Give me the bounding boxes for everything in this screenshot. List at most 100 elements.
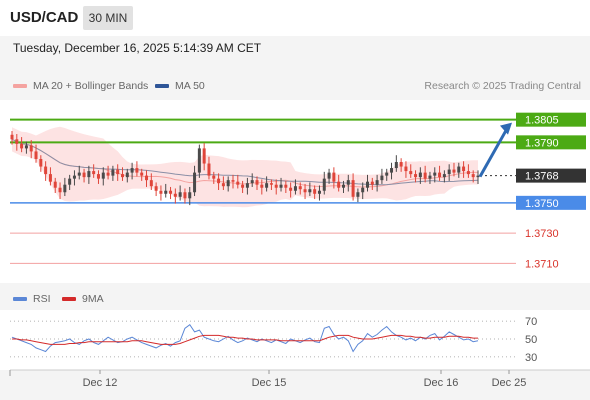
candle-body [370,181,374,185]
datetime-label: Tuesday, December 16, 2025 5:14:39 AM CE… [13,41,262,55]
candle-body [44,166,48,175]
x-tick-label: Dec 15 [252,377,287,389]
candle-body [77,172,81,176]
support-label: 1.3710 [525,258,559,270]
x-tick-label: Dec 12 [83,377,118,389]
candle-body [385,172,389,176]
candle-body [255,180,259,185]
current-price-label: 1.3768 [525,171,559,183]
candle-body [438,172,442,178]
candle-body [332,172,336,182]
candle-body [72,175,76,179]
candle-body [284,184,288,188]
x-tick-label: Dec 25 [492,377,527,389]
legend-ma20-label: MA 20 + Bollinger Bands [33,80,149,92]
candle-body [414,174,418,178]
candle-body [58,187,62,193]
candle-body [202,148,206,164]
copyright-text: Research © 2025 Trading Central [424,80,581,92]
candle-body [423,172,427,179]
candle-body [399,162,403,167]
candle-body [394,162,398,169]
candle-body [289,187,293,191]
timeframe-button[interactable]: 30 MIN [83,6,133,30]
forecast-arrow-head [500,122,512,135]
ma50-line [11,138,479,186]
candle-body [447,169,451,175]
candle-body [375,180,379,185]
candle-body [279,184,283,188]
ma20-swatch [13,84,27,89]
legend-ma50-label: MA 50 [175,80,205,92]
candle-body [188,192,192,199]
candle-body [169,190,173,194]
candle-body [380,175,384,181]
candle-body [116,169,120,175]
candle-body [317,190,321,194]
candle-body [361,187,365,193]
candle-body [341,184,345,188]
legend-rsi: RSI [13,293,51,305]
rsi-tick-label: 30 [525,352,537,364]
candle-body [111,169,115,176]
ma50-swatch [155,84,169,89]
current-price-tag [516,168,586,183]
candle-body [308,189,312,193]
candle-body [92,171,96,175]
candle-body [149,180,153,187]
candle-body [241,184,245,188]
candle-body [140,172,144,176]
candle-body [154,186,158,191]
header-bar: USD/CAD 30 MIN [0,0,590,36]
candle-body [29,145,33,152]
candle-body [356,192,360,197]
candle-body [260,184,264,188]
resistance-tag [516,135,586,150]
candle-body [183,192,187,199]
candle-body [53,181,57,188]
symbol-title: USD/CAD [10,9,79,26]
candle-body [82,172,86,178]
rsi-line [11,323,479,353]
candle-body [159,190,163,194]
legend-rsi-ma-label: 9MA [82,293,104,305]
candle-body [236,181,240,185]
legend-rsi-ma: 9MA [62,293,104,305]
candle-body [265,183,269,188]
candle-body [10,134,14,140]
candle-body [20,143,24,149]
candle-body [462,166,466,172]
candle-body [418,172,422,178]
candle-body [212,175,216,179]
candle-body [63,184,67,193]
support-label: 1.3730 [525,228,559,240]
candle-body [274,184,278,188]
candle-body [457,166,461,173]
candle-body [245,183,249,188]
candle-body [197,148,201,173]
candle-body [346,180,350,185]
candle-body [68,178,72,185]
candle-body [471,174,475,178]
x-tick-label: Dec 16 [424,377,459,389]
candle-body [173,193,177,197]
candle-body [193,172,197,193]
candle-body [298,186,302,190]
candle-body [428,175,432,179]
candle-body [452,169,456,173]
rsi-panel-bg [0,310,590,370]
resistance-label: 1.3805 [525,115,559,127]
candle-body [466,171,470,175]
x-axis-bg [0,370,590,400]
candle-body [39,158,43,167]
pivot-tag [516,195,586,210]
candle-body [442,174,446,178]
candle-body [226,180,230,187]
candle-body [231,180,235,182]
candle-body [106,172,110,176]
candle-body [178,192,182,197]
candle-body [120,174,124,178]
legend-ma20: MA 20 + Bollinger Bands [13,80,148,92]
candle-body [125,172,129,178]
candle-body [15,139,19,144]
